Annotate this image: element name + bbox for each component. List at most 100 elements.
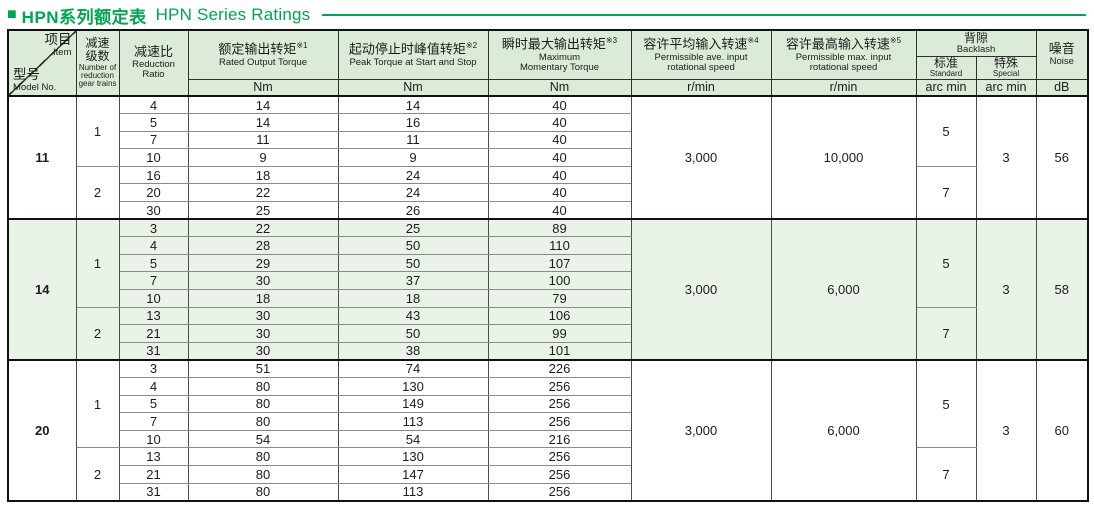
peak-torque-cell: 43 [337,306,489,326]
peak-torque-cell: 11 [337,130,489,150]
table-row: 31 30 38 101 [8,341,1088,361]
rated-output-torque-cell: 30 [187,324,339,343]
rated-output-torque-cell: 11 [187,130,339,150]
header-peak-torque: 起动停止时峰值转矩※2 Peak Torque at Start and Sto… [337,29,489,80]
rated-output-torque-cell: 29 [187,253,339,273]
momentary-torque-cell: 79 [487,289,632,308]
peak-torque-cell: 14 [337,95,489,115]
momentary-torque-cell: 256 [487,447,632,466]
unit-peak-torque: Nm [337,78,489,97]
max-input-speed-cell: 10,000 [770,94,917,220]
momentary-torque-cell: 40 [487,95,632,115]
momentary-torque-cell: 256 [487,394,632,414]
table-row: 4 80 130 256 [8,377,1088,396]
reduction-ratio-cell: 30 [118,201,189,220]
header-backlash-special: 特殊 Special [975,55,1037,80]
reduction-ratio-cell: 3 [118,358,189,378]
table-row: 11 1 4 14 14 40 3,000 10,000 5 3 56 [7,94,1089,220]
header-noise: 噪音 Noise [1035,29,1089,80]
standard-backlash-cell: 5 [915,94,977,167]
avg-input-speed-cell: 3,000 [630,218,772,361]
unit-noise: dB [1035,78,1089,97]
footnote-4: ※4 [747,36,759,46]
avg-input-speed-cell: 3,000 [630,94,772,220]
header-item-model-diagonal: 项目 Item 型号 Model No. [7,29,77,97]
peak-torque-cell: 130 [337,377,489,396]
table-row: 31 80 113 256 [8,482,1088,502]
reduction-stages-cell: 1 [75,218,120,308]
momentary-torque-cell: 216 [487,429,632,449]
reduction-ratio-cell: 10 [118,429,189,449]
table-row: 4 28 50 110 [8,236,1088,255]
header-rated-output-torque: 额定输出转矩※1 Rated Output Torque [187,29,339,80]
standard-backlash-cell: 5 [915,358,977,449]
momentary-torque-cell: 40 [487,183,632,203]
table-row: 14 1 3 22 25 89 3,000 6,000 5 3 58 [7,218,1089,361]
peak-torque-cell: 147 [337,464,489,484]
reduction-ratio-cell: 5 [118,253,189,273]
rated-output-torque-cell: 14 [187,95,339,115]
reduction-ratio-cell: 16 [118,165,189,185]
peak-torque-cell: 24 [337,183,489,203]
peak-torque-cell: 50 [337,253,489,273]
rated-output-torque-cell: 14 [187,113,339,132]
reduction-stages-cell: 2 [75,165,120,220]
reduction-ratio-cell: 13 [118,306,189,326]
rated-output-torque-cell: 30 [187,271,339,291]
reduction-ratio-cell: 21 [118,324,189,343]
peak-torque-cell: 9 [337,148,489,167]
momentary-torque-cell: 101 [487,341,632,361]
peak-torque-cell: 37 [337,271,489,291]
footnote-1: ※1 [296,41,308,51]
reduction-ratio-cell: 10 [118,289,189,308]
momentary-torque-cell: 226 [487,358,632,378]
header-reduction-stages: 减速 级数 Number of reduction gear trains [75,29,120,97]
peak-torque-cell: 50 [337,324,489,343]
peak-torque-cell: 38 [337,341,489,361]
header-backlash: 背隙 Backlash [915,29,1037,57]
reduction-ratio-cell: 21 [118,464,189,484]
avg-input-speed-cell: 3,000 [630,358,772,502]
momentary-torque-cell: 256 [487,377,632,396]
reduction-stages-cell: 2 [75,447,120,502]
reduction-ratio-cell: 5 [118,394,189,414]
momentary-torque-cell: 107 [487,253,632,273]
hpn-ratings-table: 项目 Item 型号 Model No. 减速 级数 Number of red… [7,29,1089,502]
max-input-speed-cell: 6,000 [770,218,917,361]
rated-output-torque-cell: 80 [187,447,339,466]
reduction-ratio-cell: 13 [118,447,189,466]
momentary-torque-cell: 256 [487,464,632,484]
rated-output-torque-cell: 30 [187,341,339,361]
peak-torque-cell: 74 [337,358,489,378]
header-max-input-speed: 容许最高输入转速※5 Permissible max. input rotati… [770,29,917,80]
page-title-english: HPN Series Ratings [155,5,311,24]
table-row: 5 80 149 256 [8,394,1088,414]
peak-torque-cell: 149 [337,394,489,414]
page: ■ HPN系列额定表 HPN Series Ratings 项目 Item 型号 [7,5,1089,502]
reduction-ratio-cell: 31 [118,341,189,361]
special-backlash-cell: 3 [975,358,1037,502]
peak-torque-cell: 54 [337,429,489,449]
noise-cell: 56 [1035,94,1089,220]
header-item-label: 项目 Item [44,32,72,58]
rated-output-torque-cell: 22 [187,183,339,203]
footnote-3: ※3 [605,36,618,46]
table-row: 2 13 30 43 106 7 [8,306,1088,361]
rated-output-torque-cell: 80 [187,377,339,396]
table-row: 2 13 80 130 256 7 [8,447,1088,502]
momentary-torque-cell: 89 [487,218,632,238]
momentary-torque-cell: 40 [487,130,632,150]
rated-output-torque-cell: 80 [187,412,339,431]
peak-torque-cell: 50 [337,236,489,255]
reduction-ratio-cell: 4 [118,377,189,396]
table-row: 10 54 54 216 [8,429,1088,449]
reduction-ratio-cell: 4 [118,95,189,115]
max-input-speed-cell: 6,000 [770,358,917,502]
unit-backlash-special: arc min [975,78,1037,97]
peak-torque-cell: 113 [337,412,489,431]
peak-torque-cell: 16 [337,113,489,132]
table-row: 20 1 3 51 74 226 3,000 6,000 5 3 60 [7,358,1089,502]
standard-backlash-cell: 7 [915,165,977,220]
peak-torque-cell: 26 [337,201,489,220]
peak-torque-cell: 113 [337,482,489,502]
